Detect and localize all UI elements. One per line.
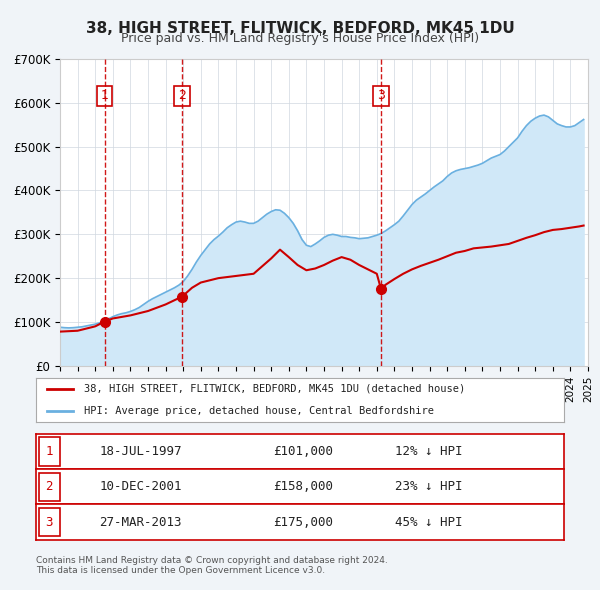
Text: 2: 2 [46, 480, 53, 493]
Text: £158,000: £158,000 [274, 480, 334, 493]
Text: Contains HM Land Registry data © Crown copyright and database right 2024.
This d: Contains HM Land Registry data © Crown c… [36, 556, 388, 575]
Text: 18-JUL-1997: 18-JUL-1997 [100, 445, 182, 458]
Text: HPI: Average price, detached house, Central Bedfordshire: HPI: Average price, detached house, Cent… [83, 406, 434, 416]
Text: 1: 1 [46, 445, 53, 458]
Text: 12% ↓ HPI: 12% ↓ HPI [395, 445, 463, 458]
Text: 38, HIGH STREET, FLITWICK, BEDFORD, MK45 1DU (detached house): 38, HIGH STREET, FLITWICK, BEDFORD, MK45… [83, 384, 465, 394]
Text: Price paid vs. HM Land Registry's House Price Index (HPI): Price paid vs. HM Land Registry's House … [121, 32, 479, 45]
Text: £101,000: £101,000 [274, 445, 334, 458]
Text: 10-DEC-2001: 10-DEC-2001 [100, 480, 182, 493]
Text: 23% ↓ HPI: 23% ↓ HPI [395, 480, 463, 493]
Text: 27-MAR-2013: 27-MAR-2013 [100, 516, 182, 529]
Text: 1: 1 [101, 89, 109, 102]
Text: 45% ↓ HPI: 45% ↓ HPI [395, 516, 463, 529]
FancyBboxPatch shape [38, 437, 60, 466]
Text: 3: 3 [377, 89, 385, 102]
Text: £175,000: £175,000 [274, 516, 334, 529]
FancyBboxPatch shape [38, 508, 60, 536]
Text: 38, HIGH STREET, FLITWICK, BEDFORD, MK45 1DU: 38, HIGH STREET, FLITWICK, BEDFORD, MK45… [86, 21, 514, 35]
FancyBboxPatch shape [38, 473, 60, 501]
Text: 3: 3 [46, 516, 53, 529]
Text: 2: 2 [178, 89, 186, 102]
